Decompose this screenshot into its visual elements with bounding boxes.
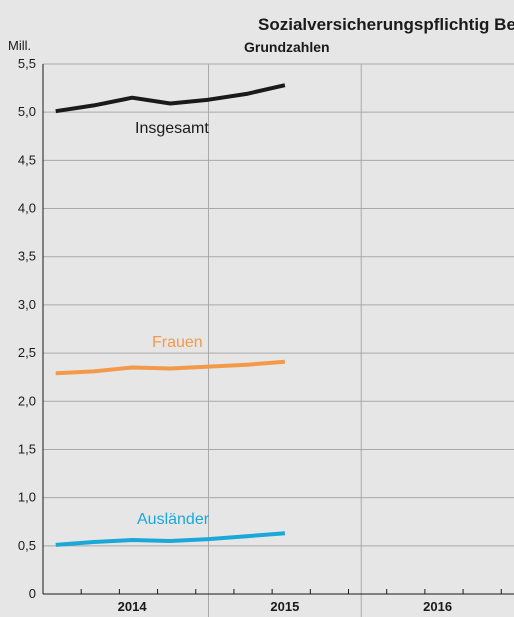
series-label-3: Ausländer — [137, 511, 210, 528]
chart-subtitle: Grundzahlen — [244, 39, 330, 55]
y-tick-label: 1,0 — [18, 490, 36, 505]
y-tick-label: 4,0 — [18, 201, 36, 216]
y-tick-label: 5,0 — [18, 104, 36, 119]
y-tick-label: 0 — [29, 586, 36, 601]
y-tick-label: 1,5 — [18, 441, 36, 456]
series-line-1 — [55, 83, 286, 114]
series-label-1: Insgesamt — [135, 120, 209, 137]
grid — [43, 63, 514, 594]
y-axis-ticks: 0 0,5 1,0 1,5 2,0 2,5 3,0 3,5 4,0 4,5 5,0 5,5 — [18, 56, 36, 601]
series-line-3 — [55, 531, 286, 547]
x-year-label: 2014 — [118, 599, 148, 614]
series-labels: Insgesamt Frauen Ausländer — [135, 120, 210, 528]
series-lines — [55, 83, 286, 547]
series-label-2: Frauen — [152, 334, 203, 351]
y-tick-label: 0,5 — [18, 538, 36, 553]
y-tick-label: 2,0 — [18, 393, 36, 408]
y-axis-unit-label: Mill. — [8, 38, 31, 53]
y-tick-label: 3,5 — [18, 249, 36, 264]
series-line-2 — [55, 359, 286, 376]
y-tick-label: 4,5 — [18, 152, 36, 167]
chart-title: Sozialversicherungspflichtig Beschäftigt… — [258, 15, 514, 34]
y-tick-label: 3,0 — [18, 297, 36, 312]
x-axis: 2014 2015 2016 — [42, 64, 514, 617]
x-year-label: 2015 — [270, 599, 299, 614]
y-tick-label: 5,5 — [18, 56, 36, 71]
y-tick-label: 2,5 — [18, 345, 36, 360]
x-year-label: 2016 — [423, 599, 452, 614]
